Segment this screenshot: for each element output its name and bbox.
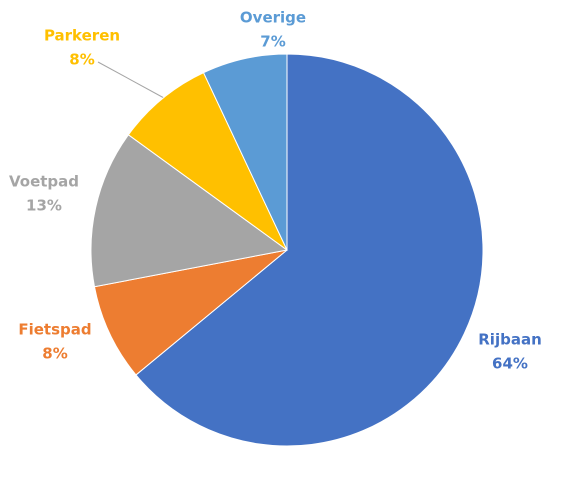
pie-slice	[202, 53, 288, 251]
leader-line	[97, 61, 165, 99]
slice-label: Overige	[240, 9, 306, 27]
slice-label: Voetpad	[9, 173, 79, 191]
slice-value-label: 8%	[69, 51, 94, 69]
pie-slice	[90, 134, 289, 288]
slice-value-label: 13%	[26, 197, 62, 215]
slice-value-label: 8%	[42, 345, 67, 363]
slice-value-label: 7%	[260, 33, 285, 51]
pie-slice	[93, 249, 288, 376]
pie-slice	[127, 71, 288, 251]
slice-label: Rijbaan	[478, 331, 542, 349]
slice-value-label: 64%	[492, 355, 528, 373]
pie-slice	[135, 53, 484, 447]
slice-label: Fietspad	[18, 321, 91, 339]
slice-label: Parkeren	[44, 27, 120, 45]
